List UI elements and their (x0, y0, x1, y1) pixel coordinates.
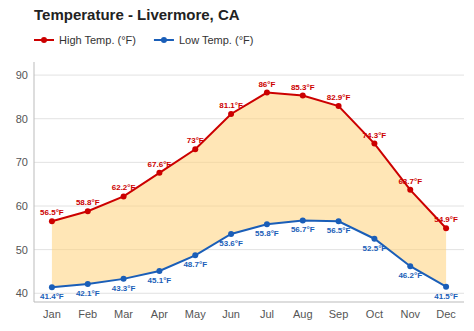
y-tick-label: 60 (16, 200, 28, 212)
data-label: 81.1°F (219, 101, 243, 110)
point (407, 187, 413, 193)
data-label: 56.5°F (327, 226, 351, 235)
point (228, 111, 234, 117)
point (443, 284, 449, 290)
data-label: 45.1°F (148, 276, 172, 285)
y-tick-label: 80 (16, 113, 28, 125)
point (300, 93, 306, 99)
data-label: 54.9°F (434, 215, 458, 224)
data-label: 56.5°F (40, 208, 64, 217)
data-labels: 56.5°F 58.8°F 62.2°F 67.6°F 73°F 81.1°F 86°F 85… (40, 80, 458, 302)
y-axis: 40 50 60 70 80 90 (16, 62, 464, 302)
data-label: 58.8°F (76, 198, 100, 207)
y-tick-label: 40 (16, 287, 28, 299)
data-label: 55.8°F (255, 229, 279, 238)
data-label: 67.6°F (148, 160, 172, 169)
legend-marker (41, 37, 47, 43)
grid-line (34, 75, 464, 76)
point (336, 103, 342, 109)
data-label: 41.5°F (434, 292, 458, 301)
point (121, 276, 127, 282)
legend-label: High Temp. (°F) (59, 34, 136, 46)
point (371, 236, 377, 242)
data-label: 43.3°F (112, 284, 136, 293)
data-label: 42.1°F (76, 289, 100, 298)
chart: Temperature - Livermore, CA High Temp. (°… (0, 0, 474, 331)
data-label: 53.6°F (219, 239, 243, 248)
x-tick-label: Feb (78, 308, 97, 320)
data-label: 48.7°F (183, 260, 207, 269)
data-label: 52.5°F (363, 244, 387, 253)
title: Temperature - Livermore, CA (34, 6, 240, 23)
x-tick-label: Jan (43, 308, 61, 320)
plot-area (49, 90, 449, 291)
y-tick-label: 90 (16, 69, 28, 81)
point (336, 218, 342, 224)
data-label: 86°F (258, 80, 275, 89)
point (192, 252, 198, 258)
data-label: 73°F (187, 136, 204, 145)
data-label: 56.7°F (291, 225, 315, 234)
x-tick-label: Apr (151, 308, 168, 320)
point (156, 268, 162, 274)
point (121, 193, 127, 199)
data-label: 85.3°F (291, 83, 315, 92)
point (156, 170, 162, 176)
data-label: 63.7°F (398, 177, 422, 186)
point (85, 281, 91, 287)
x-tick-label: Mar (114, 308, 133, 320)
data-label: 46.2°F (398, 271, 422, 280)
legend-label: Low Temp. (°F) (179, 34, 254, 46)
range-band (52, 93, 446, 288)
point (192, 146, 198, 152)
series-line (52, 220, 446, 287)
x-tick-label: Oct (366, 308, 383, 320)
x-tick-label: May (185, 308, 206, 320)
legend: High Temp. (°F) Low Temp. (°F) (34, 34, 253, 46)
x-tick-label: Dec (436, 308, 456, 320)
legend-marker (161, 37, 167, 43)
point (49, 284, 55, 290)
x-tick-label: Aug (293, 308, 313, 320)
x-tick-label: Jun (222, 308, 240, 320)
x-axis-line (34, 302, 464, 303)
point (264, 90, 270, 96)
data-label: 74.3°F (363, 131, 387, 140)
series-line (52, 93, 446, 229)
x-tick-label: Nov (400, 308, 420, 320)
x-tick-label: Sep (329, 308, 349, 320)
x-tick-label: Jul (260, 308, 274, 320)
y-tick-label: 50 (16, 244, 28, 256)
y-axis-line (34, 62, 35, 302)
point (407, 263, 413, 269)
data-label: 82.9°F (327, 93, 351, 102)
point (85, 208, 91, 214)
y-tick-label: 70 (16, 156, 28, 168)
point (228, 231, 234, 237)
point (371, 141, 377, 147)
point (264, 221, 270, 227)
point (49, 218, 55, 224)
data-label: 41.4°F (40, 292, 64, 301)
point (300, 217, 306, 223)
data-label: 62.2°F (112, 183, 136, 192)
point (443, 225, 449, 231)
x-axis: Jan Feb Mar Apr May Jun Jul Aug Sep Oct Nov Dec (43, 308, 456, 320)
